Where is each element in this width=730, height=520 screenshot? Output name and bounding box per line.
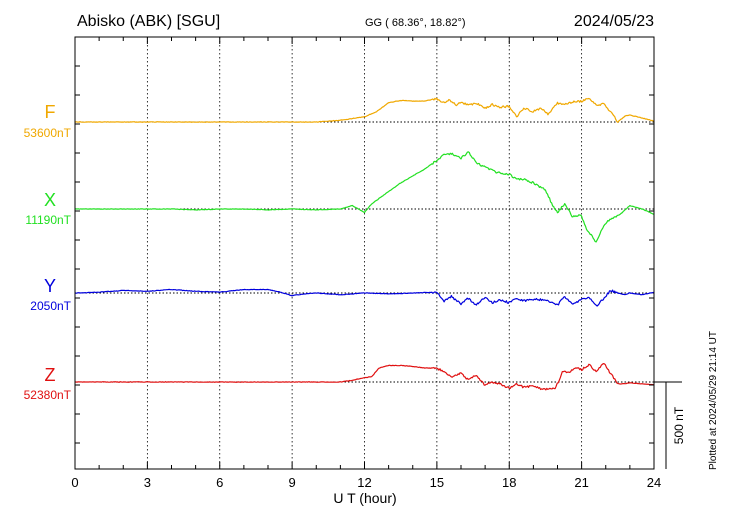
axis-ticks <box>74 37 655 469</box>
series-base-z: 52380nT <box>24 388 72 402</box>
station-title: Abisko (ABK) [SGU] <box>77 13 220 30</box>
x-tick-label: 15 <box>430 475 444 490</box>
series-base-f: 53600nT <box>24 126 72 140</box>
x-tick-label: 3 <box>144 475 151 490</box>
x-tick-label: 18 <box>502 475 516 490</box>
series-name-x: X <box>44 190 56 210</box>
grid <box>146 37 583 469</box>
scale-bar: 500 nT <box>654 381 686 469</box>
x-tick-label: 9 <box>289 475 296 490</box>
x-tick-label: 24 <box>647 475 661 490</box>
plotted-note: Plotted at 2024/05/29 21:14 UT <box>708 331 719 470</box>
x-tick-label: 6 <box>216 475 223 490</box>
series-line-f <box>74 97 655 123</box>
x-axis-label: U T (hour) <box>333 490 396 506</box>
series-base-x: 11190nT <box>25 213 71 227</box>
x-tick-label: 21 <box>574 475 588 490</box>
station-coords: GG ( 68.36°, 18.82°) <box>365 17 466 29</box>
series-lines <box>74 97 655 391</box>
date-label: 2024/05/23 <box>574 13 654 30</box>
scale-bar-label: 500 nT <box>672 406 686 444</box>
x-tick-label: 12 <box>357 475 371 490</box>
series-name-y: Y <box>44 276 56 296</box>
series-labels: F 53600nT X 11190nT Y 2050nT Z 52380nT <box>24 102 72 402</box>
series-name-z: Z <box>45 365 56 385</box>
x-tick-labels: 0 3 6 9 12 15 18 21 24 <box>71 475 661 490</box>
series-name-f: F <box>45 102 56 122</box>
series-line-z <box>75 363 655 391</box>
series-base-y: 2050nT <box>30 299 71 313</box>
x-tick-label: 0 <box>71 475 78 490</box>
series-line-y <box>74 288 655 307</box>
series-line-x <box>74 151 655 243</box>
